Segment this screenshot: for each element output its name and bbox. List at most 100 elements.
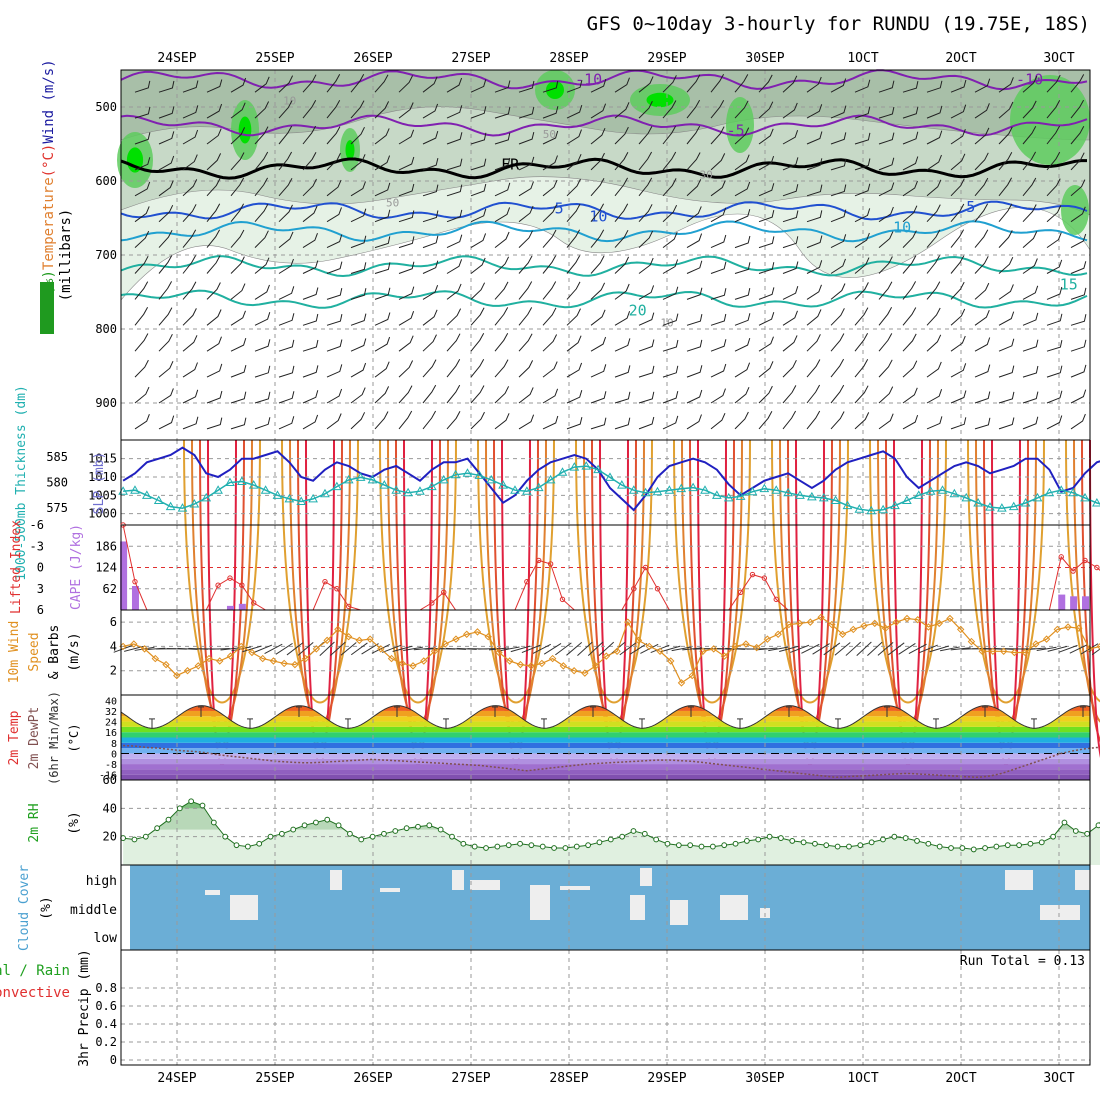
wind-barb <box>254 76 270 93</box>
wind-barb <box>326 152 341 171</box>
wind-barb <box>638 391 655 404</box>
rh-point <box>925 840 932 847</box>
wind-barb <box>134 106 151 119</box>
thickness-point <box>189 499 200 508</box>
wind-barb <box>494 157 511 171</box>
wind-barb <box>662 259 679 274</box>
wind-barb <box>782 130 799 145</box>
axis-label: (millibars) <box>58 209 74 302</box>
wind-barb <box>830 283 846 300</box>
lifted-point <box>429 600 435 606</box>
date-tick-bottom: 30SEP <box>745 1071 784 1086</box>
wind10-point <box>849 625 858 634</box>
wind-barb <box>158 229 173 248</box>
thickness-point <box>248 480 259 489</box>
wind-barb <box>1046 390 1063 404</box>
wind-barb <box>830 333 845 352</box>
wind-barb <box>542 281 557 300</box>
warm-contour <box>591 439 637 746</box>
wind-barb <box>710 412 726 430</box>
wind-barb <box>710 180 726 197</box>
wind10-point <box>591 662 600 670</box>
wind-barb <box>926 80 943 93</box>
wind-barb <box>566 335 582 352</box>
wind-barb <box>446 234 463 249</box>
rh-point <box>698 843 705 850</box>
wind-barb <box>1070 99 1085 119</box>
wind-barb <box>1022 391 1039 404</box>
contour-label: 15 <box>1060 276 1078 294</box>
wind-barb <box>1046 313 1063 326</box>
wind-barb <box>638 416 655 430</box>
wind-barb <box>926 281 941 300</box>
wind-barb <box>926 179 942 197</box>
wind10-point <box>216 657 224 665</box>
wind-barb <box>998 177 1013 197</box>
wind10-barb <box>660 645 681 653</box>
rh-point <box>948 845 954 851</box>
axis-label: Speed <box>27 632 42 671</box>
thickness-point <box>320 488 330 498</box>
date-tick-bottom: 27SEP <box>451 1071 490 1086</box>
wind-barb <box>686 74 701 93</box>
wind-barb <box>974 103 990 119</box>
wind-barb <box>326 126 341 145</box>
wind-barb <box>230 337 247 352</box>
rh-point <box>437 826 444 833</box>
thickness-point <box>498 480 508 489</box>
temp-band <box>121 716 1090 722</box>
wind-barb <box>518 255 533 274</box>
lifted-point <box>642 564 649 571</box>
wind10-barb <box>908 643 927 654</box>
wind-barb <box>1070 233 1087 249</box>
thickness-point <box>854 504 865 513</box>
rh-point <box>687 842 694 849</box>
wind-barb <box>638 257 654 274</box>
wind-barb <box>566 390 583 404</box>
wind-barb <box>998 230 1013 248</box>
wind10-point <box>667 657 675 665</box>
wind-barb <box>374 74 389 93</box>
wind-barb <box>686 233 703 249</box>
wind-barb <box>686 365 703 378</box>
temp-contour <box>120 255 1088 278</box>
wind-barb <box>398 286 415 300</box>
wind-barb <box>638 230 654 248</box>
wind-barb <box>350 181 366 197</box>
wind-barb <box>974 364 991 378</box>
thickness-point <box>1008 501 1019 511</box>
wind-barb <box>494 359 509 378</box>
wind-barb <box>926 307 941 326</box>
wind-barb <box>686 287 703 300</box>
wind-barb <box>758 74 773 93</box>
wind10-barb <box>145 647 166 651</box>
date-tick-bottom: 2OCT <box>945 1071 976 1086</box>
date-tick-top: 28SEP <box>549 51 588 66</box>
warm-contour <box>771 439 849 704</box>
wind-barb <box>254 230 269 248</box>
wind-barb <box>1046 286 1063 300</box>
wind10-point <box>291 660 299 669</box>
temp-contour <box>120 200 1088 221</box>
wind-barb <box>686 99 701 119</box>
wind10-barb <box>543 643 562 655</box>
wind-barb <box>854 282 869 300</box>
thickness-point <box>913 490 924 499</box>
wind-barb <box>350 100 365 119</box>
wind10-point <box>484 633 492 641</box>
wind-barb <box>374 209 391 223</box>
wind-barb <box>734 154 750 171</box>
wind-barb <box>446 308 462 326</box>
thickness-point <box>700 485 710 494</box>
wind10-point <box>269 657 278 665</box>
wind-barb <box>782 286 799 300</box>
wind-barb <box>134 281 149 300</box>
thickness-point <box>925 486 936 495</box>
warm-contour <box>281 439 359 704</box>
wind-barb <box>782 102 798 119</box>
wind-barb <box>446 358 461 378</box>
wind-barb <box>662 313 679 326</box>
rh-point <box>1027 840 1034 847</box>
